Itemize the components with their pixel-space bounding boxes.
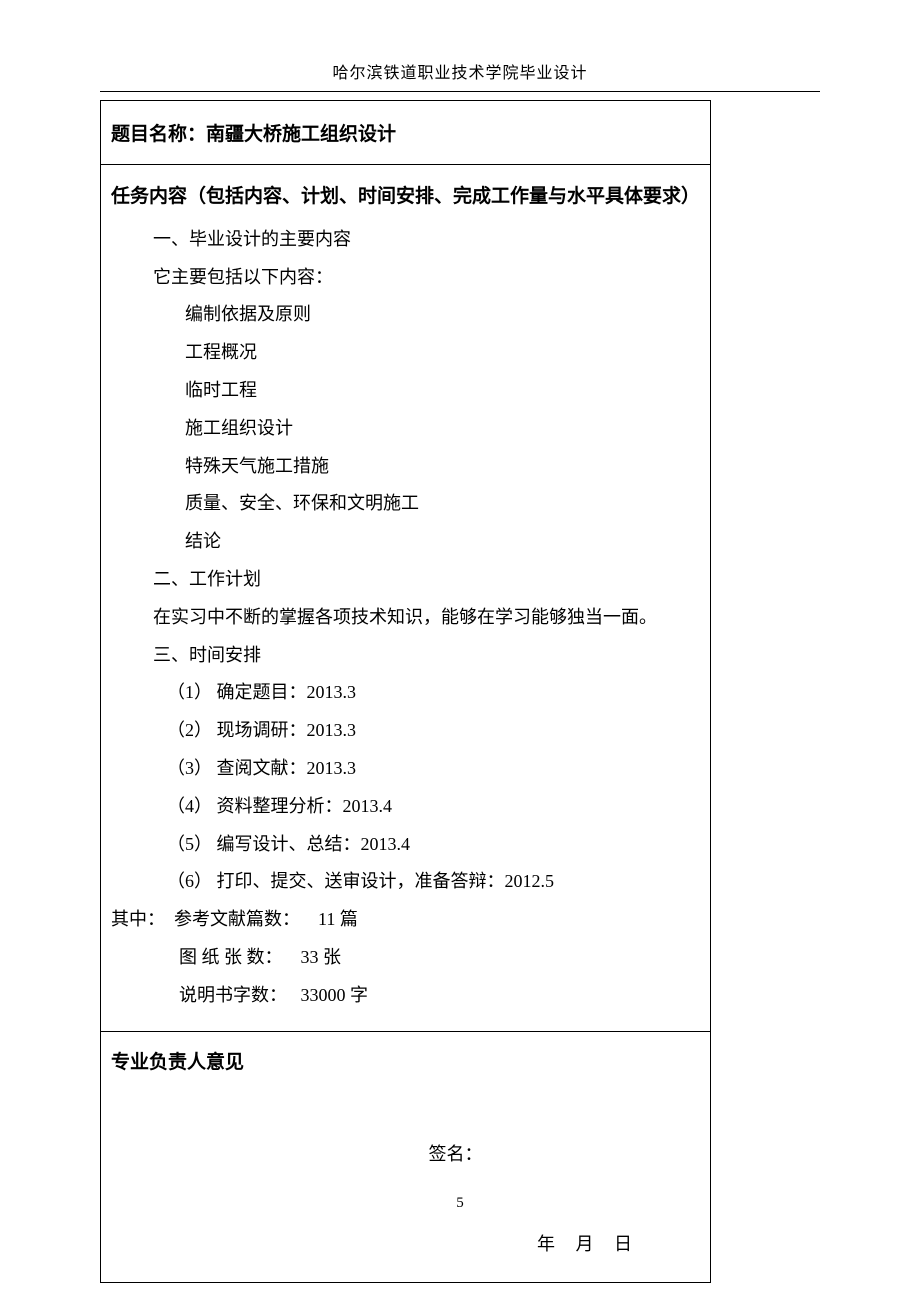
header-underline xyxy=(100,91,820,92)
title-row: 题目名称：南疆大桥施工组织设计 xyxy=(101,101,711,165)
summary-value: 11 篇 xyxy=(318,909,358,929)
summary-lead: 其中： xyxy=(111,909,165,929)
summary-value: 33000 字 xyxy=(301,985,369,1005)
summary-line-2: 图 纸 张 数： 33 张 xyxy=(111,939,700,977)
signature-line: 签名： xyxy=(111,1136,700,1172)
page-number: 5 xyxy=(0,1195,920,1212)
section3-item: （6） 打印、提交、送审设计，准备答辩：2012.5 xyxy=(111,863,700,901)
summary-value: 33 张 xyxy=(301,947,342,967)
section1-title: 一、毕业设计的主要内容 xyxy=(111,221,700,259)
section1-item: 临时工程 xyxy=(111,372,700,410)
summary-line-3: 说明书字数： 33000 字 xyxy=(111,977,700,1015)
section1-item: 特殊天气施工措施 xyxy=(111,448,700,486)
section3-item: （3） 查阅文献：2013.3 xyxy=(111,750,700,788)
section3-item: （1） 确定题目：2013.3 xyxy=(111,674,700,712)
summary-label: 图 纸 张 数： xyxy=(179,947,283,967)
section1-item: 施工组织设计 xyxy=(111,410,700,448)
section3-item: （5） 编写设计、总结：2013.4 xyxy=(111,826,700,864)
section2-body: 在实习中不断的掌握各项技术知识，能够在学习能够独当一面。 xyxy=(111,599,700,637)
date-line: 年 月 日 xyxy=(111,1226,700,1262)
title-value: 南疆大桥施工组织设计 xyxy=(206,124,396,145)
content-heading: 任务内容（包括内容、计划、时间安排、完成工作量与水平具体要求） xyxy=(111,177,700,217)
header-text: 哈尔滨铁道职业技术学院毕业设计 xyxy=(332,65,587,82)
summary-label: 说明书字数： xyxy=(179,985,287,1005)
section1-item: 编制依据及原则 xyxy=(111,296,700,334)
section1-item: 工程概况 xyxy=(111,334,700,372)
title-label: 题目名称： xyxy=(111,124,206,145)
approval-row: 专业负责人意见 签名： 年 月 日 xyxy=(101,1031,711,1282)
section1-item: 结论 xyxy=(111,523,700,561)
section1-item: 质量、安全、环保和文明施工 xyxy=(111,485,700,523)
summary-line-1: 其中： 参考文献篇数： 11 篇 xyxy=(111,901,700,939)
section3-item: （4） 资料整理分析：2013.4 xyxy=(111,788,700,826)
main-table: 题目名称：南疆大桥施工组织设计 任务内容（包括内容、计划、时间安排、完成工作量与… xyxy=(100,100,711,1283)
page-header: 哈尔滨铁道职业技术学院毕业设计 xyxy=(0,0,920,83)
content-row: 任务内容（包括内容、计划、时间安排、完成工作量与水平具体要求） 一、毕业设计的主… xyxy=(101,165,711,1032)
section2-title: 二、工作计划 xyxy=(111,561,700,599)
signature-label: 签名： xyxy=(429,1144,483,1164)
section3-title: 三、时间安排 xyxy=(111,637,700,675)
date-label: 年 月 日 xyxy=(537,1234,640,1254)
approval-heading: 专业负责人意见 xyxy=(111,1044,700,1082)
section3-item: （2） 现场调研：2013.3 xyxy=(111,712,700,750)
summary-label: 参考文献篇数： xyxy=(174,909,300,929)
section1-intro: 它主要包括以下内容： xyxy=(111,259,700,297)
